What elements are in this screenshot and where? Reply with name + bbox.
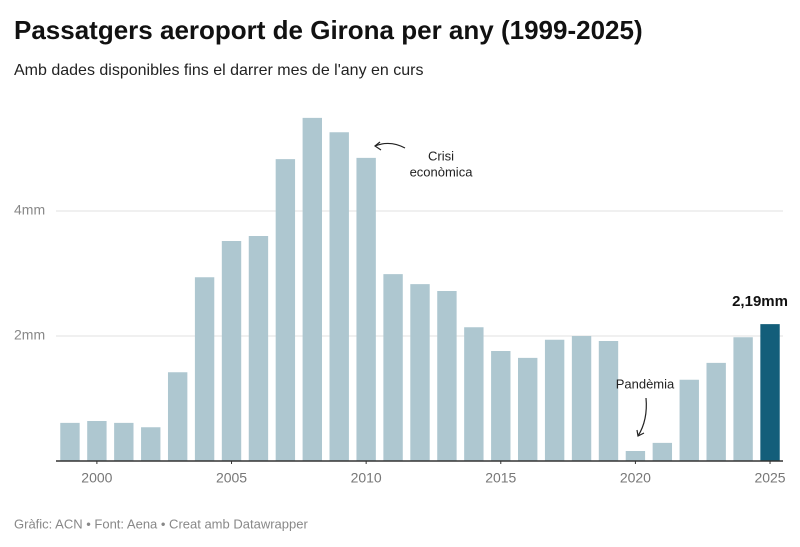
bar [221,241,242,461]
bar [302,117,322,461]
footer: Gràfic: ACN • Font: Aena • Creat amb Dat… [14,516,308,531]
bar [248,236,269,461]
bar [733,337,753,461]
value-label: 2,19mm [732,293,788,310]
bar [544,339,565,461]
bar [760,324,780,461]
bar [60,422,80,461]
bar [194,277,215,461]
bar [571,336,592,461]
bar [114,422,134,461]
bar [652,442,673,461]
annotation: Crisi [428,148,454,163]
bar [625,451,646,461]
bar [491,351,511,461]
bar [679,379,699,461]
bar [518,357,538,461]
chart-subtitle: Amb dades disponibles fins el darrer mes… [14,62,423,79]
annotation: econòmica [410,164,474,179]
bar [275,159,296,461]
chart-title: Passatgers aeroport de Girona per any (1… [14,15,643,45]
x-tick-label: 2005 [216,470,247,486]
bar [167,372,188,461]
annotation-arrow [637,397,647,437]
bar [706,362,726,461]
x-tick-label: 2000 [81,470,112,486]
y-tick-label: 2mm [14,327,45,343]
bar [356,157,376,461]
bar [141,427,161,461]
x-tick-label: 2020 [620,470,651,486]
x-tick-label: 2015 [485,470,516,486]
bar [383,274,403,461]
bar [437,291,457,461]
bar [598,341,619,461]
x-tick-label: 2010 [351,470,382,486]
y-tick-label: 4mm [14,202,45,218]
annotation: Pandèmia [616,376,675,391]
bar [464,327,484,461]
bar [87,421,107,461]
annotation-arrow [374,142,406,149]
annotation-arrowhead [636,429,645,437]
bar [329,132,349,461]
bar [410,284,430,461]
annotation-arrowhead [373,141,382,151]
x-tick-label: 2025 [754,470,785,486]
